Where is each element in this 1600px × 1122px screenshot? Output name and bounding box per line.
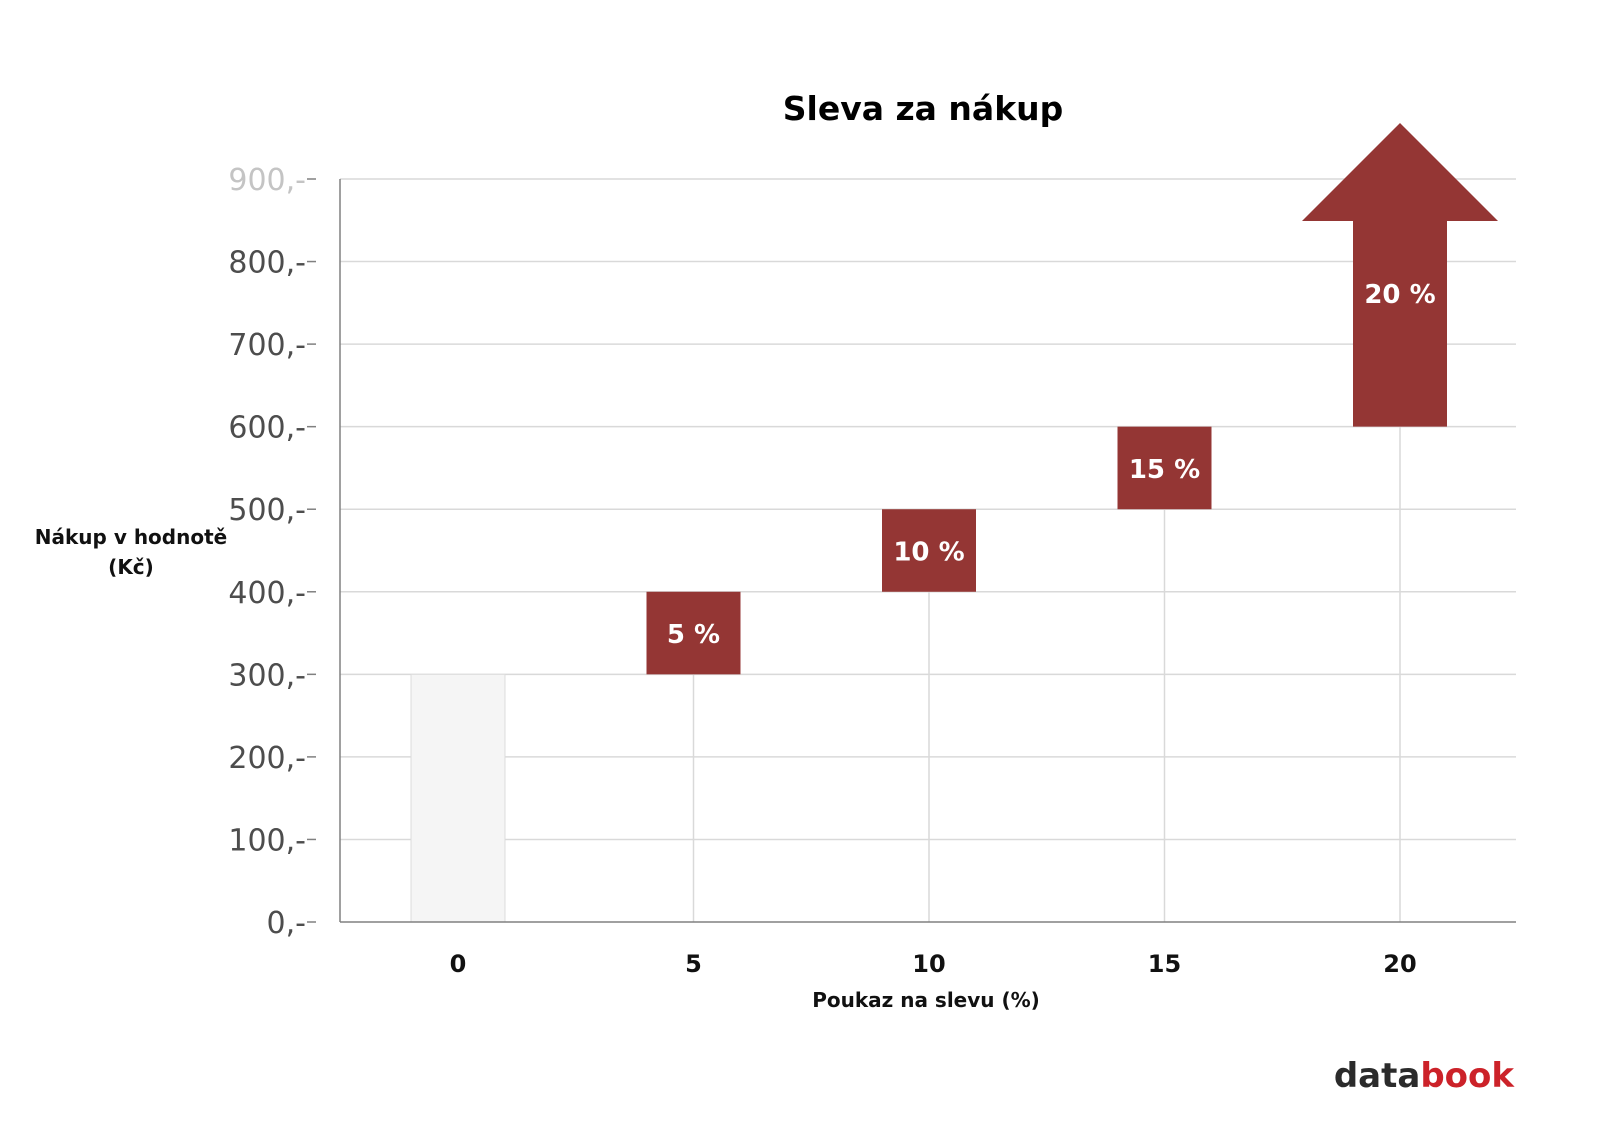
x-tick-label-15: 15 bbox=[1148, 950, 1181, 978]
y-tick-label-400: 400,- bbox=[228, 576, 306, 611]
bar-15 bbox=[1117, 426, 1212, 510]
bar-label-5: 5 % bbox=[667, 620, 720, 650]
logo-part-data: data bbox=[1334, 1056, 1420, 1096]
y-axis-label-line1: Nákup v hodnotě bbox=[35, 525, 227, 549]
y-tick-label-900: 900,- bbox=[228, 163, 306, 198]
bar-label-20: 20 % bbox=[1364, 280, 1435, 310]
bar-5 bbox=[646, 591, 741, 675]
y-tick-label-600: 600,- bbox=[228, 411, 306, 446]
bar-10 bbox=[882, 509, 976, 592]
x-tick-label-10: 10 bbox=[912, 950, 945, 978]
chart-title: Sleva za nákup bbox=[783, 89, 1064, 128]
bar-0 bbox=[410, 673, 506, 923]
axes bbox=[307, 178, 1516, 923]
y-tick-label-300: 300,- bbox=[228, 658, 306, 693]
bar-label-15: 15 % bbox=[1129, 455, 1200, 485]
bar-label-10: 10 % bbox=[893, 538, 964, 568]
x-tick-label-20: 20 bbox=[1383, 950, 1416, 978]
y-tick-label-0: 0,- bbox=[267, 906, 306, 941]
category-gridlines bbox=[692, 426, 1401, 922]
x-tick-labels: 0 5 10 15 20 bbox=[450, 950, 1417, 978]
x-axis-label: Poukaz na slevu (%) bbox=[812, 988, 1040, 1012]
logo-part-book: book bbox=[1420, 1056, 1515, 1096]
y-axis-label-line2: (Kč) bbox=[108, 555, 154, 579]
bar-20-arrow bbox=[1302, 123, 1498, 427]
y-tick-label-100: 100,- bbox=[228, 823, 306, 858]
bars: 5 % 10 % 15 % 20 % bbox=[410, 123, 1498, 923]
y-tick-labels: 0,- 100,- 200,- 300,- 400,- 500,- 600,- 700,- 80… bbox=[228, 163, 306, 941]
y-tick-label-800: 800,- bbox=[228, 246, 306, 281]
x-tick-label-5: 5 bbox=[685, 950, 702, 978]
databook-logo: databook bbox=[1334, 1056, 1516, 1096]
x-tick-label-0: 0 bbox=[450, 950, 467, 978]
y-tick-label-700: 700,- bbox=[228, 328, 306, 363]
y-tick-label-500: 500,- bbox=[228, 493, 306, 528]
y-tick-label-200: 200,- bbox=[228, 741, 306, 776]
